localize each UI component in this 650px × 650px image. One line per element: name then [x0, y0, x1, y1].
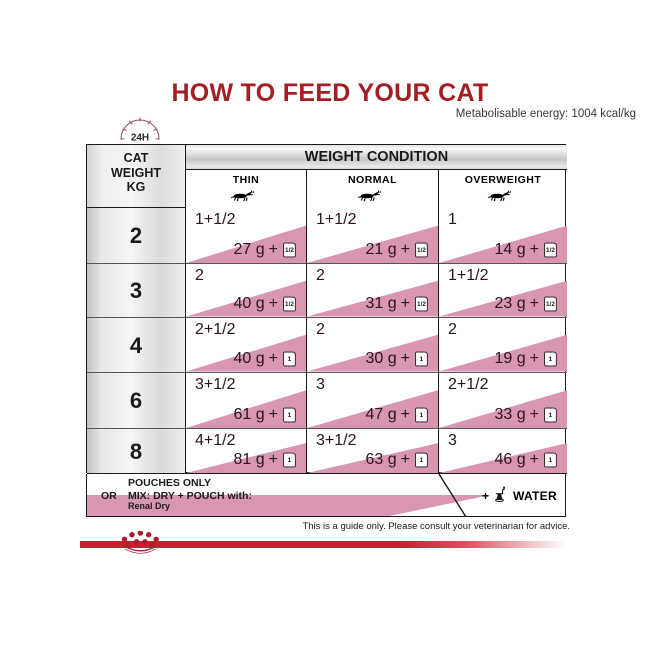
svg-text:1/2: 1/2 [285, 301, 294, 308]
svg-text:24H: 24H [131, 133, 149, 143]
svg-text:1: 1 [420, 356, 424, 363]
svg-text:1: 1 [420, 412, 424, 419]
svg-text:1: 1 [288, 356, 292, 363]
svg-text:1/2: 1/2 [546, 247, 555, 254]
svg-text:1: 1 [549, 457, 553, 464]
svg-text:1: 1 [549, 412, 553, 419]
svg-text:1/2: 1/2 [417, 247, 426, 254]
svg-text:1: 1 [288, 457, 292, 464]
svg-text:1: 1 [549, 356, 553, 363]
svg-text:1/2: 1/2 [417, 301, 426, 308]
svg-text:1: 1 [288, 412, 292, 419]
svg-text:1: 1 [420, 457, 424, 464]
svg-text:1/2: 1/2 [285, 247, 294, 254]
svg-text:1/2: 1/2 [546, 301, 555, 308]
